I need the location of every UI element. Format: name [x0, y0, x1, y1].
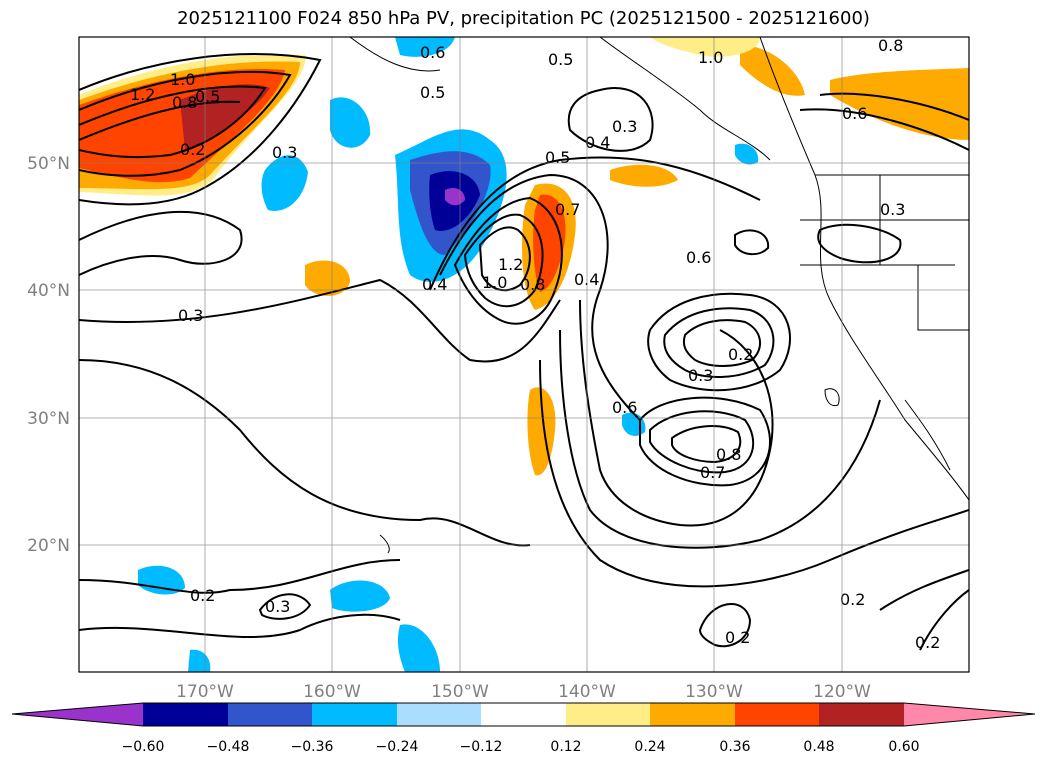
colorbar-high-extension [904, 703, 1035, 726]
lat-label: 40°N [27, 281, 70, 301]
precip-positive-region [650, 37, 760, 57]
precip-negative-region [330, 97, 371, 148]
precip-negative-region [330, 580, 390, 612]
contour-label: 0.2 [840, 590, 865, 609]
colorbar-tick-label: 0.24 [634, 739, 665, 755]
contour-label: 0.3 [880, 200, 905, 219]
contour-label: 0.4 [585, 133, 610, 152]
contour-label: 0.8 [716, 445, 741, 464]
precip-positive-region [610, 164, 678, 187]
colorbar-tick-label: −0.24 [376, 739, 419, 755]
lon-label: 120°W [813, 682, 871, 702]
colorbar-tick-label: 0.60 [888, 739, 919, 755]
contour-label: 0.5 [548, 50, 573, 69]
colorbar-tick-label: 0.36 [719, 739, 750, 755]
coastline [349, 37, 969, 554]
contour-label: 0.2 [915, 633, 940, 652]
contour-label: 0.3 [272, 143, 297, 162]
lat-label: 30°N [27, 409, 70, 429]
colorbar-segment [228, 703, 312, 726]
contour-label: 1.0 [170, 70, 195, 89]
colorbar-tick-label: −0.12 [460, 739, 503, 755]
colorbar-tick-label: 0.12 [550, 739, 581, 755]
contour-label: 0.3 [612, 117, 637, 136]
contour-label: 0.3 [265, 597, 290, 616]
colorbar-segment [312, 703, 397, 726]
gridlines [79, 37, 969, 672]
colorbar-segment [566, 703, 650, 726]
contour-label: 0.7 [555, 200, 580, 219]
colorbar-low-extension [12, 703, 143, 726]
contour-label: 0.2 [728, 345, 753, 364]
precip-negative-region [395, 37, 455, 57]
colorbar-outline [11, 702, 1036, 727]
contour-label: 0.5 [545, 148, 570, 167]
contour-label: 0.2 [180, 140, 205, 159]
contour-label: 0.6 [842, 104, 867, 123]
contour-label: 0.7 [700, 463, 725, 482]
lon-label: 140°W [558, 682, 616, 702]
contour-label: 0.6 [612, 398, 637, 417]
contour-label: 1.2 [130, 85, 155, 104]
lat-label: 20°N [27, 536, 70, 556]
contour-label: 0.8 [520, 275, 545, 294]
contour-labels: 1.2 1.0 0.8 0.5 0.3 0.2 0.6 0.5 0.5 0.4 … [130, 36, 940, 652]
contour-label: 1.0 [698, 48, 723, 67]
colorbar-segment [397, 703, 481, 726]
contour-label: 0.8 [172, 93, 197, 112]
pv-contours [79, 53, 969, 651]
colorbar-tick-label: −0.48 [207, 739, 250, 755]
precip-negative-region [261, 155, 308, 211]
contour-label: 0.6 [686, 248, 711, 267]
lon-labels: 170°W 160°W 150°W 140°W 130°W 120°W [176, 682, 871, 702]
colorbar-tick-label: −0.60 [122, 739, 165, 755]
contour-label: 0.3 [178, 306, 203, 325]
map-panel: 1.2 1.0 0.8 0.5 0.3 0.2 0.6 0.5 0.5 0.4 … [79, 36, 969, 672]
contour-label: 0.4 [422, 275, 447, 294]
lat-labels: 50°N 40°N 30°N 20°N [27, 154, 70, 556]
lon-label: 160°W [303, 682, 361, 702]
lat-label: 50°N [27, 154, 70, 174]
precip-positive-region [830, 68, 969, 140]
contour-label: 1.2 [498, 255, 523, 274]
precip-negative-region [138, 565, 185, 595]
contour-label: 0.2 [725, 628, 750, 647]
colorbar-segment [650, 703, 735, 726]
precip-negative-region [735, 143, 759, 165]
precip-positive-region [180, 84, 270, 150]
colorbar-segment [735, 703, 819, 726]
lon-label: 170°W [176, 682, 234, 702]
lon-label: 150°W [431, 682, 489, 702]
contour-label: 0.3 [688, 366, 713, 385]
contour-label: 0.5 [195, 87, 220, 106]
colorbar-segment [481, 703, 566, 726]
colorbar-segment [819, 703, 904, 726]
colorbar-tick-label: −0.36 [291, 739, 334, 755]
colorbar-segment [143, 703, 228, 726]
map-title: 2025121100 F024 850 hPa PV, precipitatio… [177, 8, 870, 29]
contour-label: 0.2 [190, 586, 215, 605]
contour-label: 0.5 [420, 83, 445, 102]
contour-label: 1.0 [482, 273, 507, 292]
map-frame [78, 36, 970, 673]
lon-label: 130°W [685, 682, 743, 702]
precip-negative-region [397, 624, 440, 672]
colorbar-tick-label: 0.48 [803, 739, 834, 755]
colorbar: −0.60 −0.48 −0.36 −0.24 −0.12 0.12 0.24 … [11, 702, 1036, 755]
contour-label: 0.6 [420, 43, 445, 62]
contour-label: 0.8 [878, 36, 903, 55]
precip-positive-region [305, 260, 350, 296]
